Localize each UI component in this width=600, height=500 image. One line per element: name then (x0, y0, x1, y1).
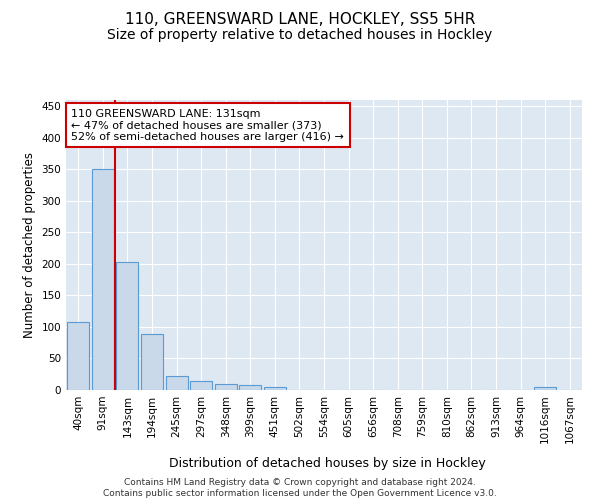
Bar (190, 380, 212, 390)
Text: 110, GREENSWARD LANE, HOCKLEY, SS5 5HR: 110, GREENSWARD LANE, HOCKLEY, SS5 5HR (125, 12, 475, 28)
Bar (141, 334, 163, 390)
Bar (264, 387, 286, 390)
Bar (67, 322, 89, 390)
Text: Distribution of detached houses by size in Hockley: Distribution of detached houses by size … (169, 458, 485, 470)
Text: 110 GREENSWARD LANE: 131sqm
← 47% of detached houses are smaller (373)
52% of se: 110 GREENSWARD LANE: 131sqm ← 47% of det… (71, 108, 344, 142)
Text: Size of property relative to detached houses in Hockley: Size of property relative to detached ho… (107, 28, 493, 42)
Bar (166, 376, 188, 390)
Bar (92, 170, 114, 390)
Bar (215, 384, 237, 390)
Y-axis label: Number of detached properties: Number of detached properties (23, 152, 36, 338)
Text: Contains HM Land Registry data © Crown copyright and database right 2024.
Contai: Contains HM Land Registry data © Crown c… (103, 478, 497, 498)
Bar (239, 385, 262, 390)
Bar (116, 262, 139, 390)
Bar (534, 387, 556, 390)
